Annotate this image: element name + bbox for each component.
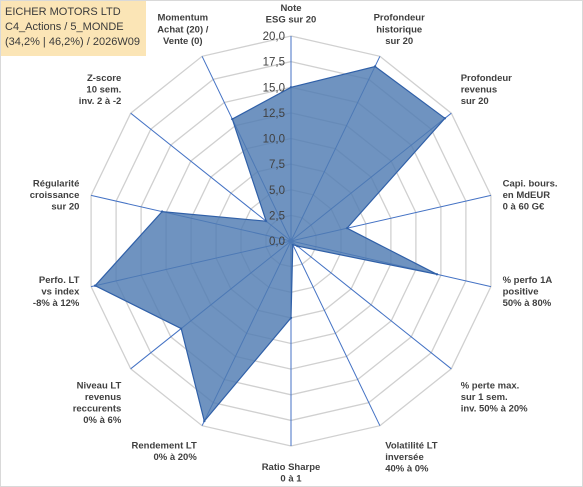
category-label-line: sur 20 bbox=[51, 202, 79, 213]
category-label-line: % perfo 1A bbox=[503, 275, 553, 286]
category-label-line: 10 sem. bbox=[86, 85, 121, 96]
category-label-line: Rendement LT bbox=[132, 441, 197, 452]
tick-label: 0,0 bbox=[269, 236, 285, 248]
category-label-line: Profondeur bbox=[374, 13, 425, 24]
tick-label: 2,5 bbox=[269, 210, 285, 222]
category-label: Profondeur historique sur 20 bbox=[374, 13, 425, 47]
category-label-line: Volatilité LT bbox=[385, 441, 438, 452]
category-label: Capi. bours. en MdEUR 0 à 60 G€ bbox=[503, 178, 558, 212]
category-label-line: -8% à 12% bbox=[33, 298, 80, 309]
category-label-line: Ratio Sharpe bbox=[262, 462, 321, 473]
category-label: Régularité croissance sur 20 bbox=[30, 178, 80, 212]
category-label-line: 0 à 60 G€ bbox=[503, 202, 545, 213]
chart-period: (34,2% | 46,2%) / 2026W09 bbox=[5, 36, 140, 48]
category-label-line: Capi. bours. bbox=[503, 178, 558, 189]
series-area bbox=[94, 65, 446, 423]
category-label-line: Niveau LT bbox=[77, 380, 122, 391]
category-label-line: sur 20 bbox=[461, 96, 489, 107]
category-label: Profondeur revenus sur 20 bbox=[461, 73, 512, 107]
category-label-line: Momentum bbox=[157, 13, 208, 24]
category-label-line: reccurents bbox=[73, 404, 122, 415]
category-label-line: 0% à 6% bbox=[83, 415, 122, 426]
category-label: Note ESG sur 20 bbox=[266, 3, 317, 26]
category-label-line: 0 à 1 bbox=[280, 474, 302, 485]
category-label-line: Note bbox=[280, 3, 301, 14]
tick-label: 5,0 bbox=[269, 185, 285, 197]
axis-spoke bbox=[290, 240, 381, 426]
chart-title-box: EICHER MOTORS LTD C4_Actions / 5_MONDE (… bbox=[1, 1, 146, 56]
axis-spoke bbox=[130, 112, 292, 242]
category-label-line: 40% à 0% bbox=[385, 464, 429, 475]
tick-label: 15,0 bbox=[263, 82, 285, 94]
category-label-line: 0% à 20% bbox=[153, 452, 197, 463]
category-label-line: historique bbox=[376, 24, 422, 35]
category-label-line: revenus bbox=[461, 85, 497, 96]
category-label-line: Z-score bbox=[87, 73, 121, 84]
category-label-line: croissance bbox=[30, 190, 80, 201]
category-label-line: Régularité bbox=[33, 178, 79, 189]
category-label: Volatilité LT inversée 40% à 0% bbox=[385, 441, 438, 475]
tick-label: 10,0 bbox=[263, 134, 285, 146]
axis-spoke bbox=[290, 240, 452, 370]
category-label: Perfo. LT vs index -8% à 12% bbox=[33, 275, 80, 309]
category-label-line: Perfo. LT bbox=[39, 275, 80, 286]
category-label-line: inv. 50% à 20% bbox=[461, 404, 528, 415]
category-label-line: % perte max. bbox=[461, 380, 520, 391]
tick-label: 7,5 bbox=[269, 159, 285, 171]
tick-label: 20,0 bbox=[263, 31, 285, 43]
category-label-line: en MdEUR bbox=[503, 190, 551, 201]
category-label: Momentum Achat (20) / Vente (0) bbox=[157, 13, 209, 47]
category-label: Ratio Sharpe 0 à 1 bbox=[262, 462, 321, 485]
category-label-line: sur 1 sem. bbox=[461, 392, 508, 403]
tick-label: 17,5 bbox=[263, 57, 285, 69]
category-label-line: positive bbox=[503, 287, 539, 298]
category-label-line: 50% à 80% bbox=[503, 298, 552, 309]
category-label: Niveau LT revenus reccurents 0% à 6% bbox=[73, 380, 122, 426]
category-label: % perfo 1A positive 50% à 80% bbox=[503, 275, 553, 309]
category-label-line: revenus bbox=[85, 392, 121, 403]
chart-title: EICHER MOTORS LTD bbox=[5, 6, 121, 18]
category-label-line: ESG sur 20 bbox=[266, 14, 317, 25]
tick-label: 12,5 bbox=[263, 108, 285, 120]
chart-subtitle: C4_Actions / 5_MONDE bbox=[5, 21, 124, 33]
category-label-line: sur 20 bbox=[385, 36, 413, 47]
category-label-line: Profondeur bbox=[461, 73, 512, 84]
category-label-line: inversée bbox=[385, 452, 424, 463]
category-label-line: vs index bbox=[41, 287, 80, 298]
category-label-line: inv. 2 à -2 bbox=[79, 96, 122, 107]
category-label-line: Vente (0) bbox=[163, 36, 203, 47]
category-label: % perte max. sur 1 sem. inv. 50% à 20% bbox=[461, 380, 528, 414]
category-label: Z-score 10 sem. inv. 2 à -2 bbox=[79, 73, 122, 107]
category-label: Rendement LT 0% à 20% bbox=[132, 441, 198, 464]
category-label-line: Achat (20) / bbox=[157, 24, 209, 35]
